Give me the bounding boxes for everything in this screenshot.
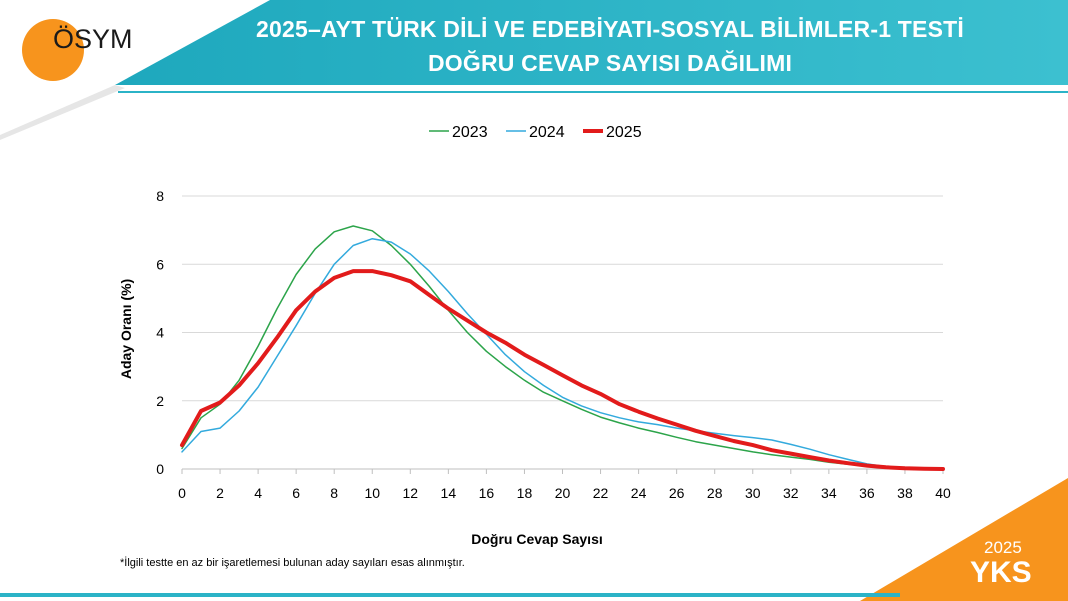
yks-badge-triangle (860, 478, 1068, 601)
series-line-2024 (181, 237, 944, 470)
x-tick-label: 0 (178, 485, 186, 501)
y-tick-label: 8 (156, 188, 164, 204)
chart-legend: 2023 2024 2025 (429, 124, 642, 141)
x-tick-label: 16 (479, 485, 495, 501)
series-line-2023 (181, 225, 944, 470)
badge-name: YKS (970, 556, 1032, 589)
series-line-2025 (180, 269, 945, 471)
y-axis-title: Aday Oranı (%) (118, 279, 134, 379)
x-tick-label: 40 (935, 485, 951, 501)
x-tick-label: 2 (216, 485, 224, 501)
x-tick-label: 18 (517, 485, 533, 501)
x-tick-label: 24 (631, 485, 647, 501)
y-tick-label: 4 (156, 325, 164, 341)
x-tick-label: 22 (593, 485, 609, 501)
page-title-line1: 2025–AYT TÜRK DİLİ VE EDEBİYATI-SOSYAL B… (256, 16, 964, 42)
legend-label-2024: 2024 (529, 124, 565, 141)
x-tick-label: 38 (897, 485, 913, 501)
x-tick-label: 8 (330, 485, 338, 501)
x-tick-label: 4 (254, 485, 262, 501)
osym-logo-text: ÖSYM (53, 24, 133, 54)
x-tick-label: 30 (745, 485, 761, 501)
page-title-line2: DOĞRU CEVAP SAYISI DAĞILIMI (427, 50, 793, 76)
x-tick-label: 26 (669, 485, 685, 501)
y-tick-label: 0 (156, 461, 164, 477)
x-tick-label: 14 (441, 485, 457, 501)
footnote: *İlgili testte en az bir işaretlemesi bu… (120, 557, 465, 569)
x-tick-label: 36 (859, 485, 875, 501)
x-axis-title: Doğru Cevap Sayısı (471, 531, 603, 547)
y-tick-label: 2 (156, 393, 164, 409)
header-shadow (0, 85, 125, 140)
x-tick-label: 34 (821, 485, 837, 501)
legend-label-2023: 2023 (452, 124, 488, 141)
header-banner (115, 0, 1068, 85)
x-tick-label: 20 (555, 485, 571, 501)
x-tick-label: 6 (292, 485, 300, 501)
legend-label-2025: 2025 (606, 124, 642, 141)
logo-orange-circle (22, 19, 84, 81)
x-tick-label: 32 (783, 485, 799, 501)
chart-grid (182, 195, 943, 402)
x-tick-label: 10 (364, 485, 380, 501)
x-tick-label: 28 (707, 485, 723, 501)
x-tick-label: 12 (403, 485, 419, 501)
y-tick-label: 6 (156, 256, 164, 272)
badge-year: 2025 (984, 538, 1022, 557)
chart-series (180, 225, 945, 471)
